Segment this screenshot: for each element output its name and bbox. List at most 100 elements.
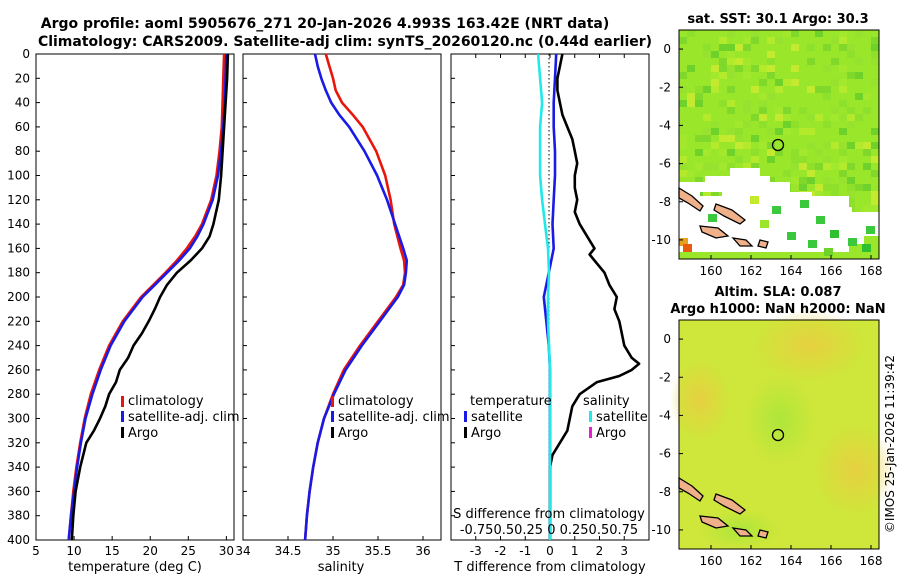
sst-cell	[759, 121, 767, 128]
sst-cell	[807, 177, 815, 184]
sst-cell	[767, 142, 775, 149]
sst-cell	[703, 86, 711, 93]
salinity-lines	[303, 53, 409, 541]
lat-tick-label: 0	[663, 42, 671, 56]
sst-cell	[839, 30, 847, 37]
sst-cell	[743, 163, 751, 170]
sst-cell	[679, 135, 687, 142]
sst-cell	[775, 86, 783, 93]
lat-tick-label: -10	[651, 233, 671, 247]
sst-cell	[831, 58, 839, 65]
x-tick-label: 2	[596, 544, 604, 558]
sla-map-lat-ticks: 0 -2 -4 -6 -8 -10	[651, 332, 683, 537]
sst-cell	[743, 142, 751, 149]
sst-map-frame	[678, 29, 880, 260]
sst-cell	[815, 163, 823, 170]
sst-cell	[855, 30, 863, 37]
sst-cell	[719, 100, 727, 107]
salinity-axis-label: salinity	[318, 560, 365, 575]
sla-anomaly-high	[815, 425, 895, 515]
sst-cell	[847, 191, 855, 198]
sst-cell	[847, 72, 855, 79]
sst-cell	[807, 86, 815, 93]
sst-cell	[808, 240, 817, 248]
temperature-legend: climatology satellite-adj. clim Argo	[121, 394, 240, 441]
temperature-lines	[67, 53, 230, 541]
x-tick-label: 0	[546, 544, 554, 558]
sst-cell	[751, 86, 759, 93]
y-tick-label: 300	[7, 412, 30, 426]
argo-location-marker	[771, 428, 785, 442]
sst-cell	[791, 121, 799, 128]
difference-legend: temperature satellite Argo salinity sate…	[464, 394, 648, 441]
sst-cell	[711, 51, 719, 58]
sst-cell	[679, 142, 687, 149]
legend-label-argo: Argo	[128, 426, 158, 441]
island	[731, 237, 754, 247]
sst-cell	[871, 170, 879, 177]
lon-tick-label: 162	[740, 264, 763, 278]
sst-cell	[775, 107, 783, 114]
island	[757, 529, 769, 539]
series-line-climatology	[67, 53, 226, 541]
sla-anomaly-high	[670, 360, 730, 440]
lat-tick-label: -4	[659, 408, 671, 422]
sst-cell	[807, 58, 815, 65]
sst-cell	[847, 142, 855, 149]
difference-panel: -3 -2 -1 0 1 2 3 T difference from climatology…	[450, 53, 650, 575]
sst-cell	[799, 156, 807, 163]
sst-cell	[735, 58, 743, 65]
imos-timestamp: ©IMOS 25-Jan-2026 11:39:42	[883, 355, 897, 533]
sst-cell	[751, 30, 759, 37]
legend-swatch-sal-satellite	[589, 411, 592, 422]
sst-cell	[831, 163, 839, 170]
series-line-salinity-satellite	[536, 53, 552, 540]
series-line-satellite-adj-clim	[303, 53, 409, 541]
x-tick-label: 20	[143, 544, 158, 558]
t-difference-tick-labels: -3 -2 -1 0 1 2 3	[470, 536, 628, 558]
sst-cell	[743, 72, 751, 79]
y-tick-label: 260	[7, 363, 30, 377]
sst-cell	[703, 128, 711, 135]
sst-cell	[871, 37, 879, 44]
sst-cell	[783, 30, 791, 37]
legend-label-sal-satellite: satellite	[596, 410, 648, 425]
sst-cell	[839, 156, 847, 163]
sst-cell	[719, 65, 727, 72]
lon-tick-label: 162	[740, 554, 763, 568]
sst-cell	[727, 163, 735, 170]
sla-map-lon-ticks: 160 162 164 166 168	[700, 545, 882, 568]
sst-cell	[839, 86, 847, 93]
lat-tick-label: -2	[659, 370, 671, 384]
sst-cell	[871, 51, 879, 58]
legend-title-salinity: salinity	[583, 394, 630, 409]
sla-anomaly-high	[755, 310, 865, 380]
sst-cell	[839, 44, 847, 51]
sst-cell	[815, 86, 823, 93]
sst-cell	[751, 65, 759, 72]
sst-cell	[727, 149, 735, 156]
sst-cell	[759, 100, 767, 107]
sst-cell	[831, 142, 839, 149]
x-tick-label: 3	[620, 544, 628, 558]
sst-cell	[679, 100, 687, 107]
y-tick-label: 40	[15, 96, 30, 110]
sst-cell	[839, 142, 847, 149]
sst-cell	[775, 79, 783, 86]
sst-cell	[855, 58, 863, 65]
sst-cell	[799, 128, 807, 135]
x-tick-label: 35	[325, 544, 340, 558]
argo-location-marker	[771, 138, 785, 152]
lon-tick-label: 160	[700, 554, 723, 568]
sst-cell	[815, 184, 823, 191]
sst-cell	[703, 44, 711, 51]
legend-label-sal-argo: Argo	[596, 426, 626, 441]
sst-cell	[807, 163, 815, 170]
legend-swatch-climatology	[331, 396, 334, 407]
island	[713, 493, 747, 515]
sst-cell	[735, 44, 743, 51]
sst-cell	[839, 149, 847, 156]
sst-cell	[703, 135, 711, 142]
sst-cell	[703, 114, 711, 121]
sst-cell	[727, 107, 735, 114]
